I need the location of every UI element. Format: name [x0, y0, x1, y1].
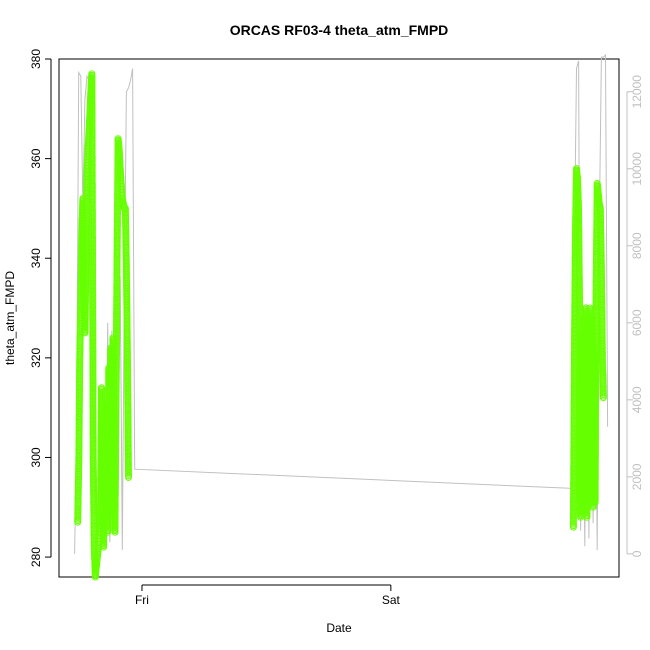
right-tick-label: 6000: [630, 309, 644, 336]
left-tick-label: 300: [29, 447, 43, 467]
right-tick-label: 2000: [630, 463, 644, 490]
right-tick-label: 12000: [630, 75, 644, 109]
theta-point: [599, 394, 607, 402]
right-tick-label: 8000: [630, 232, 644, 259]
altitude-series: [74, 53, 609, 554]
x-tick-label: Sat: [382, 593, 401, 607]
altitude-line: [74, 53, 609, 554]
right-axis: 0 2000 4000 6000 8000 10000 12000: [626, 75, 644, 557]
x-axis: Fri Sat: [135, 584, 401, 607]
left-tick-label: 320: [29, 348, 43, 368]
right-tick-label: 10000: [630, 152, 644, 186]
theta-point: [125, 473, 132, 481]
left-tick-label: 280: [29, 547, 43, 567]
x-tick-label: Fri: [135, 593, 149, 607]
plot-frame: [58, 58, 620, 578]
y-axis-label: theta_atm_FMPD: [3, 271, 17, 365]
theta-series: [74, 70, 607, 581]
chart-title: ORCAS RF03-4 theta_atm_FMPD: [230, 22, 449, 38]
left-axis: 280 300 320 340 360 380: [29, 49, 52, 567]
left-tick-label: 360: [29, 148, 43, 168]
left-tick-label: 340: [29, 248, 43, 268]
right-tick-label: 4000: [630, 386, 644, 413]
right-tick-label: 0: [630, 550, 644, 557]
x-axis-label: Date: [326, 621, 352, 635]
left-tick-label: 380: [29, 49, 43, 69]
